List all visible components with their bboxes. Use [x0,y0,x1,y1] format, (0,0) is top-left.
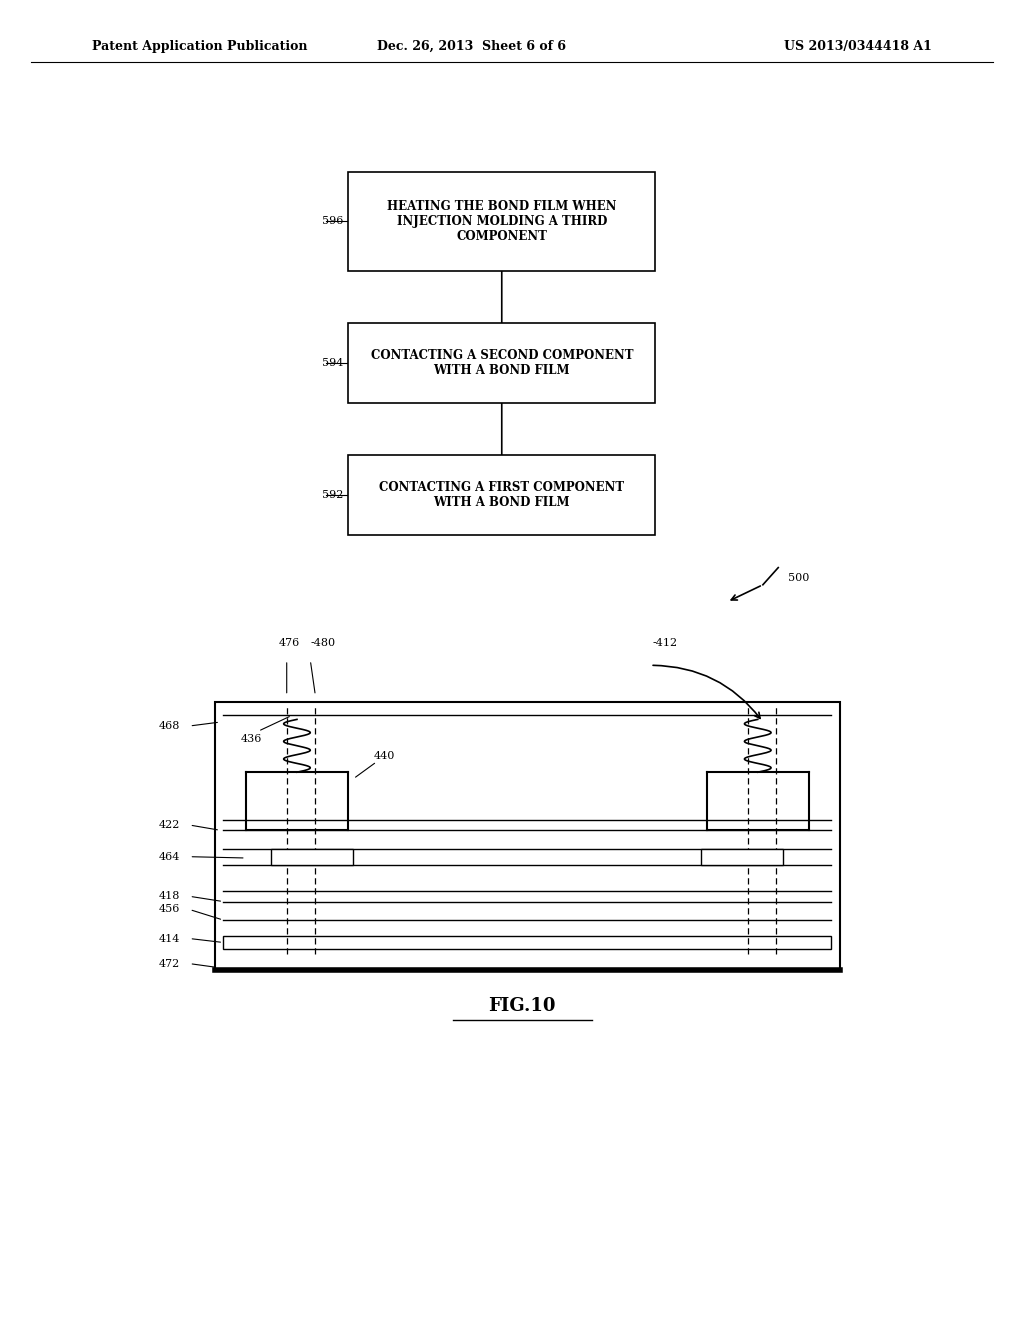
Text: FIG.10: FIG.10 [488,997,556,1015]
Bar [223,936,831,949]
Text: -412: -412 [652,638,678,648]
Bar [348,455,655,535]
Text: 594: 594 [322,358,343,368]
Text: US 2013/0344418 A1: US 2013/0344418 A1 [784,40,932,53]
Text: Patent Application Publication: Patent Application Publication [92,40,307,53]
Text: 472: 472 [159,958,180,969]
Text: Dec. 26, 2013  Sheet 6 of 6: Dec. 26, 2013 Sheet 6 of 6 [377,40,565,53]
Bar [348,172,655,271]
Text: 436: 436 [241,734,262,744]
Bar [348,323,655,403]
Text: 596: 596 [322,216,343,226]
Text: -480: -480 [310,638,336,648]
Bar [215,702,840,970]
Text: HEATING THE BOND FILM WHEN
INJECTION MOLDING A THIRD
COMPONENT: HEATING THE BOND FILM WHEN INJECTION MOL… [387,199,616,243]
Bar [701,849,783,865]
Text: 422: 422 [159,820,180,830]
Text: 456: 456 [159,904,180,915]
Text: 592: 592 [322,490,343,500]
Text: 468: 468 [159,721,180,731]
Text: CONTACTING A SECOND COMPONENT
WITH A BOND FILM: CONTACTING A SECOND COMPONENT WITH A BON… [371,348,633,378]
Text: FIG.11: FIG.11 [468,327,536,346]
Text: 500: 500 [788,573,810,583]
Text: 418: 418 [159,891,180,902]
Bar [271,849,353,865]
Text: 414: 414 [159,933,180,944]
Text: 440: 440 [374,751,395,762]
Text: 464: 464 [159,851,180,862]
Text: 476: 476 [279,638,300,648]
Text: CONTACTING A FIRST COMPONENT
WITH A BOND FILM: CONTACTING A FIRST COMPONENT WITH A BOND… [379,480,625,510]
